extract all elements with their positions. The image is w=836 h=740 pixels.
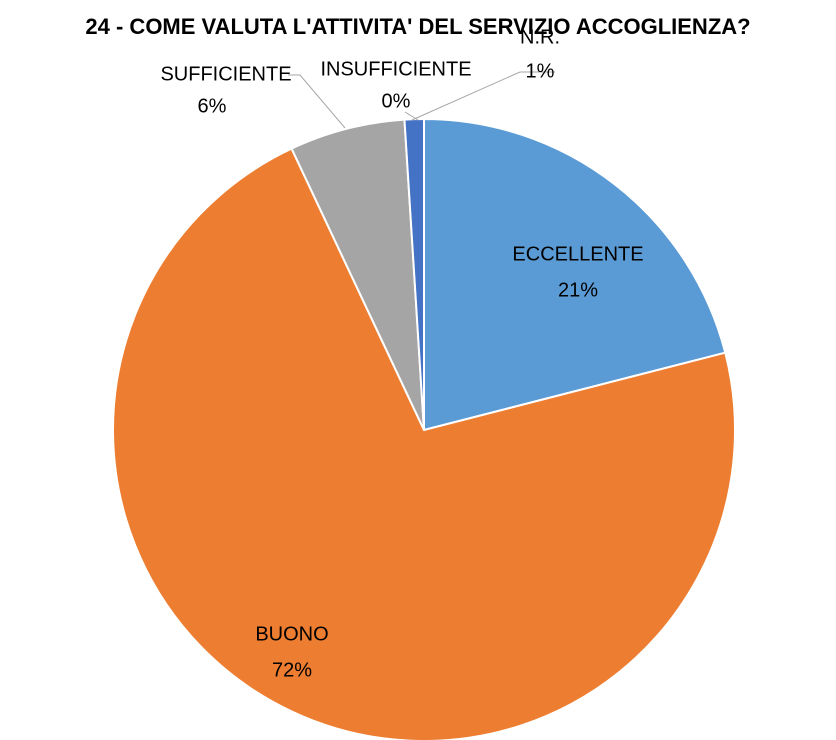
category-label: INSUFFICIENTE bbox=[320, 58, 471, 80]
value-label: 0% bbox=[382, 90, 411, 112]
category-label: SUFFICIENTE bbox=[160, 63, 291, 85]
leader-line bbox=[411, 71, 555, 121]
value-label: 6% bbox=[198, 95, 227, 117]
leader-line bbox=[288, 74, 346, 129]
category-label: BUONO bbox=[255, 623, 328, 645]
pie-slice bbox=[112, 147, 736, 740]
category-label: ECCELLENTE bbox=[512, 243, 643, 265]
pie-slice bbox=[423, 117, 727, 432]
value-label: 21% bbox=[558, 279, 598, 301]
value-label: 1% bbox=[526, 60, 555, 82]
chart-title: 24 - COME VALUTA L'ATTIVITA' DEL SERVIZI… bbox=[85, 14, 750, 39]
value-label: 72% bbox=[272, 659, 312, 681]
category-label: N.R. bbox=[520, 26, 560, 48]
